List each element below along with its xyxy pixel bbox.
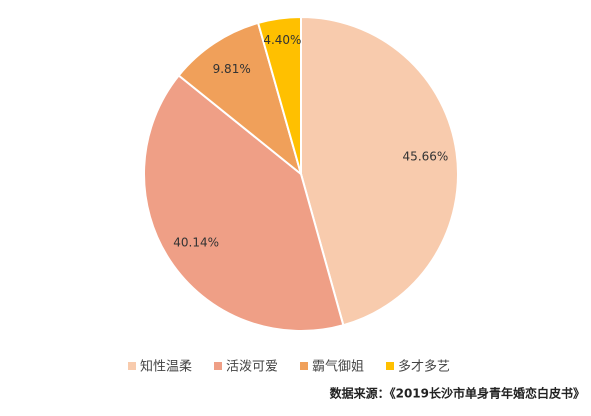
legend-swatch	[386, 362, 394, 370]
legend-label: 活泼可爱	[226, 360, 278, 375]
legend-swatch	[214, 362, 222, 370]
pie-slice	[256, 15, 302, 175]
source-note: 数据来源：《2019长沙市单身青年婚恋白皮书》	[330, 386, 585, 401]
data-label: 40.14%	[173, 236, 219, 250]
pie	[143, 15, 459, 332]
data-labels: 45.66% 40.14% 9.81% 4.40%	[173, 33, 448, 250]
legend-swatch	[300, 362, 308, 370]
data-label: 4.40%	[263, 33, 301, 47]
data-label: 9.81%	[213, 62, 251, 76]
pie-slice	[300, 15, 459, 327]
legend-swatch	[128, 362, 136, 370]
legend-label: 霸气御姐	[312, 359, 364, 375]
pie-slice	[177, 21, 303, 177]
legend-label: 多才多艺	[398, 359, 450, 375]
legend: 知性温柔 活泼可爱 霸气御姐 多才多艺	[128, 359, 450, 375]
pie-slice	[143, 74, 345, 332]
legend-label: 知性温柔	[140, 359, 192, 375]
data-label: 45.66%	[403, 149, 449, 163]
